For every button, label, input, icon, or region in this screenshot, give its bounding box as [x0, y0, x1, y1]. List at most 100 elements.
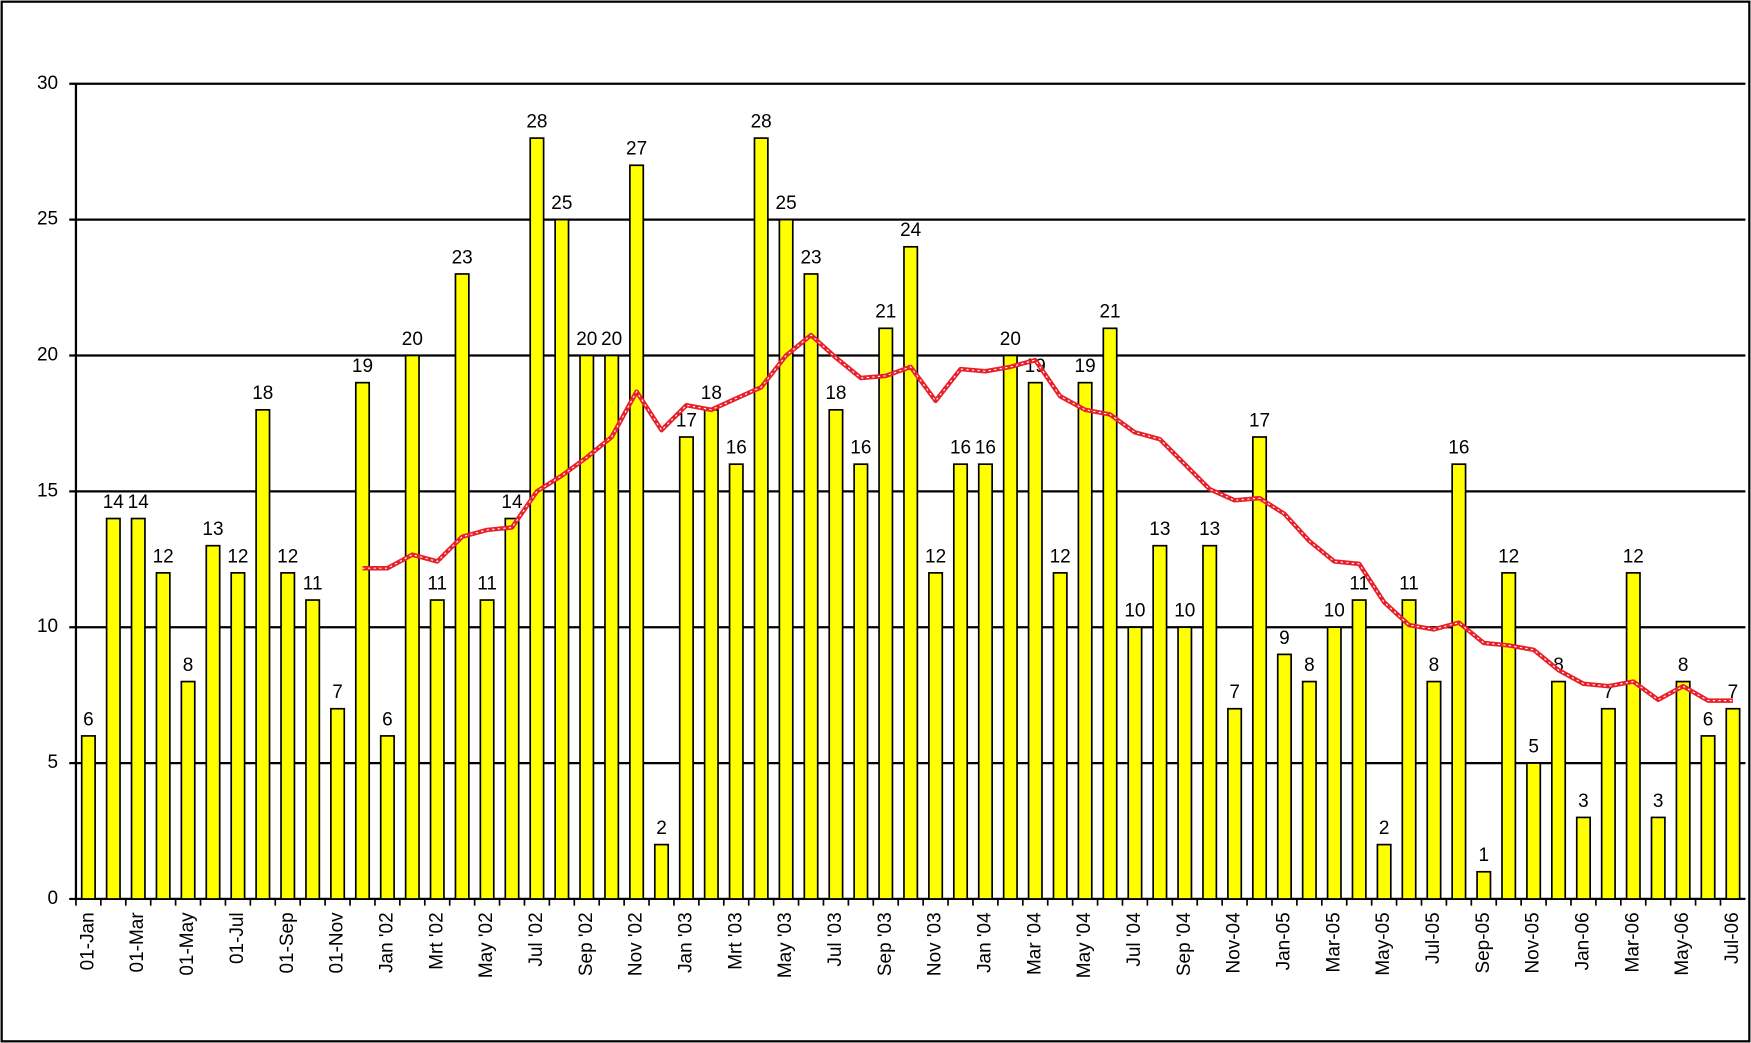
- bar: [1501, 572, 1517, 900]
- data-label: 8: [1553, 655, 1564, 676]
- data-label: 19: [1075, 356, 1096, 377]
- bar: [554, 218, 570, 900]
- x-tick-label: Jan '02: [376, 912, 397, 973]
- data-label: 8: [1304, 655, 1315, 676]
- bar: [1326, 626, 1342, 900]
- bar: [529, 137, 545, 900]
- data-label: 14: [103, 492, 124, 513]
- x-tick-label: 01-Nov: [327, 912, 348, 974]
- data-label: 16: [850, 438, 871, 459]
- data-label: 11: [1349, 573, 1369, 594]
- data-label: 2: [1379, 818, 1390, 839]
- y-tick-label: 15: [37, 480, 58, 501]
- x-tick-label: Jan '04: [974, 912, 995, 973]
- data-label: 18: [825, 383, 846, 404]
- x-tick-label: Jan-06: [1572, 912, 1593, 970]
- bar: [305, 599, 321, 900]
- data-label: 7: [1229, 682, 1240, 703]
- data-label: 12: [227, 546, 248, 567]
- data-label: 13: [1199, 519, 1220, 540]
- x-tick-label: Jul-06: [1722, 912, 1743, 964]
- bar: [878, 327, 894, 900]
- bar: [504, 517, 520, 900]
- bar: [1426, 680, 1442, 900]
- data-label: 1: [1478, 845, 1489, 866]
- data-label: 16: [975, 438, 996, 459]
- data-label: 21: [875, 302, 896, 323]
- data-label: 12: [1498, 546, 1519, 567]
- y-tick-label: 25: [37, 209, 58, 230]
- bar: [130, 517, 146, 900]
- data-label: 28: [526, 111, 547, 132]
- x-tick-label: Mar '04: [1024, 912, 1045, 975]
- bar: [678, 436, 694, 900]
- x-tick-label: Nov '02: [626, 912, 647, 976]
- data-label: 8: [183, 655, 194, 676]
- x-tick-label: Nov-04: [1224, 912, 1245, 973]
- data-label: 19: [352, 356, 373, 377]
- data-label: 18: [252, 383, 273, 404]
- bar: [828, 408, 844, 900]
- bar: [604, 354, 620, 900]
- data-label: 16: [1448, 438, 1469, 459]
- x-tick-label: May '02: [476, 912, 497, 978]
- bar: [1002, 354, 1018, 900]
- x-tick-label: Jan-05: [1273, 912, 1294, 970]
- x-tick-label: Sep '03: [875, 912, 896, 976]
- data-label: 14: [501, 492, 522, 513]
- bar: [753, 137, 769, 900]
- data-label: 11: [303, 573, 323, 594]
- bar: [105, 517, 121, 900]
- data-label: 7: [332, 682, 343, 703]
- bar: [1227, 707, 1243, 900]
- bar: [952, 463, 969, 900]
- bar: [1550, 680, 1567, 900]
- data-label: 12: [1623, 546, 1644, 567]
- x-tick-label: Nov '03: [925, 912, 946, 976]
- data-label: 5: [1528, 736, 1539, 757]
- x-tick-label: Mrt '02: [426, 912, 447, 969]
- data-label: 16: [726, 438, 747, 459]
- bar: [1276, 653, 1292, 900]
- bar: [1600, 707, 1616, 900]
- bar: [928, 572, 944, 900]
- bar: [1575, 816, 1591, 900]
- bar: [155, 572, 171, 900]
- bar: [728, 463, 744, 900]
- bar: [429, 599, 445, 900]
- data-label: 10: [1324, 601, 1345, 622]
- bar: [1202, 544, 1218, 900]
- data-label: 10: [1174, 601, 1195, 622]
- bar: [1077, 381, 1093, 900]
- data-label: 17: [1249, 410, 1270, 431]
- x-tick-label: 01-Jul: [227, 912, 248, 964]
- data-label: 7: [1603, 682, 1614, 703]
- bar: [1152, 544, 1168, 900]
- bar: [1251, 436, 1268, 900]
- bar: [330, 707, 346, 900]
- data-label: 25: [776, 193, 797, 214]
- data-label: 3: [1578, 791, 1589, 812]
- bar: [629, 164, 645, 900]
- bar: [653, 843, 670, 900]
- data-label: 20: [601, 329, 622, 350]
- data-label: 20: [1000, 329, 1021, 350]
- data-label: 9: [1279, 628, 1290, 649]
- bar: [1700, 735, 1716, 900]
- y-tick-label: 0: [48, 888, 59, 909]
- data-label: 12: [925, 546, 946, 567]
- x-tick-label: Jul '04: [1124, 912, 1145, 966]
- bar: [454, 273, 470, 900]
- x-tick-label: Nov-05: [1523, 912, 1544, 973]
- data-label: 27: [626, 139, 647, 160]
- data-label: 14: [128, 492, 149, 513]
- bar: [1351, 599, 1367, 900]
- data-label: 23: [800, 247, 821, 268]
- bar: [379, 735, 395, 900]
- x-tick-label: May-05: [1373, 912, 1394, 975]
- data-label: 11: [427, 573, 447, 594]
- x-tick-label: Jul-05: [1423, 912, 1444, 964]
- data-label: 13: [202, 519, 223, 540]
- data-label: 17: [676, 410, 697, 431]
